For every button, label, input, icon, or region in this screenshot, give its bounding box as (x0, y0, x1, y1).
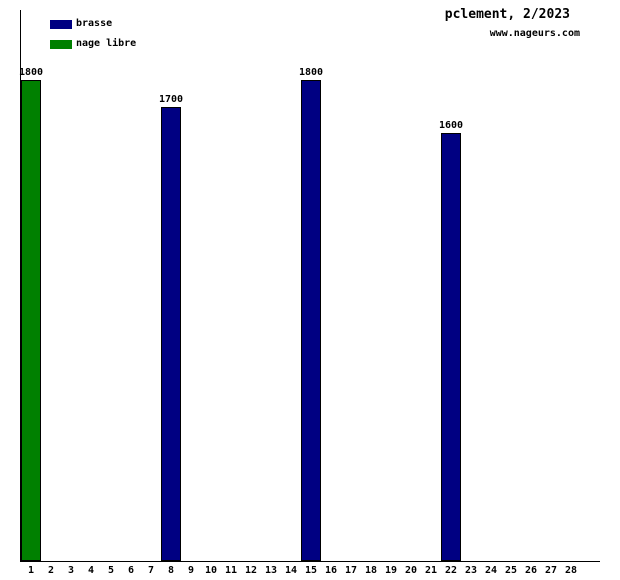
x-tick-18: 18 (364, 565, 378, 576)
x-tick-22: 22 (444, 565, 458, 576)
x-tick-24: 24 (484, 565, 498, 576)
x-tick-12: 12 (244, 565, 258, 576)
x-tick-7: 7 (147, 565, 155, 576)
x-tick-15: 15 (304, 565, 318, 576)
x-tick-27: 27 (544, 565, 558, 576)
x-tick-10: 10 (204, 565, 218, 576)
x-tick-20: 20 (404, 565, 418, 576)
chart-title: pclement, 2/2023 (444, 7, 570, 22)
x-tick-4: 4 (87, 565, 95, 576)
legend-label-nage-libre: nage libre (76, 38, 137, 49)
x-axis-line (20, 561, 600, 562)
legend-item-nage-libre: nage libre (50, 39, 136, 49)
legend-item-brasse: brasse (50, 19, 112, 29)
legend-swatch-nage-libre (50, 39, 72, 49)
bar-value-label-day-15: 1800 (298, 67, 324, 78)
bar-brasse-day-22 (441, 133, 461, 561)
x-tick-14: 14 (284, 565, 298, 576)
x-tick-19: 19 (384, 565, 398, 576)
x-tick-3: 3 (67, 565, 75, 576)
x-tick-13: 13 (264, 565, 278, 576)
x-tick-8: 8 (167, 565, 175, 576)
x-tick-21: 21 (424, 565, 438, 576)
y-axis-line (20, 10, 21, 562)
bar-value-label-day-22: 1600 (438, 120, 464, 131)
x-tick-17: 17 (344, 565, 358, 576)
x-tick-2: 2 (47, 565, 55, 576)
x-tick-11: 11 (224, 565, 238, 576)
legend-swatch-brasse (50, 19, 72, 29)
website-label: www.nageurs.com (489, 28, 580, 39)
x-tick-25: 25 (504, 565, 518, 576)
legend-label-brasse: brasse (76, 18, 113, 29)
x-tick-16: 16 (324, 565, 338, 576)
x-tick-5: 5 (107, 565, 115, 576)
x-tick-26: 26 (524, 565, 538, 576)
bar-value-label-day-1: 1800 (18, 67, 44, 78)
bar-brasse-day-15 (301, 80, 321, 561)
x-tick-9: 9 (187, 565, 195, 576)
bar-value-label-day-8: 1700 (158, 94, 184, 105)
x-tick-28: 28 (564, 565, 578, 576)
x-tick-1: 1 (27, 565, 35, 576)
bar-nage-libre-day-1 (21, 80, 41, 561)
x-tick-6: 6 (127, 565, 135, 576)
bar-brasse-day-8 (161, 107, 181, 561)
x-tick-23: 23 (464, 565, 478, 576)
